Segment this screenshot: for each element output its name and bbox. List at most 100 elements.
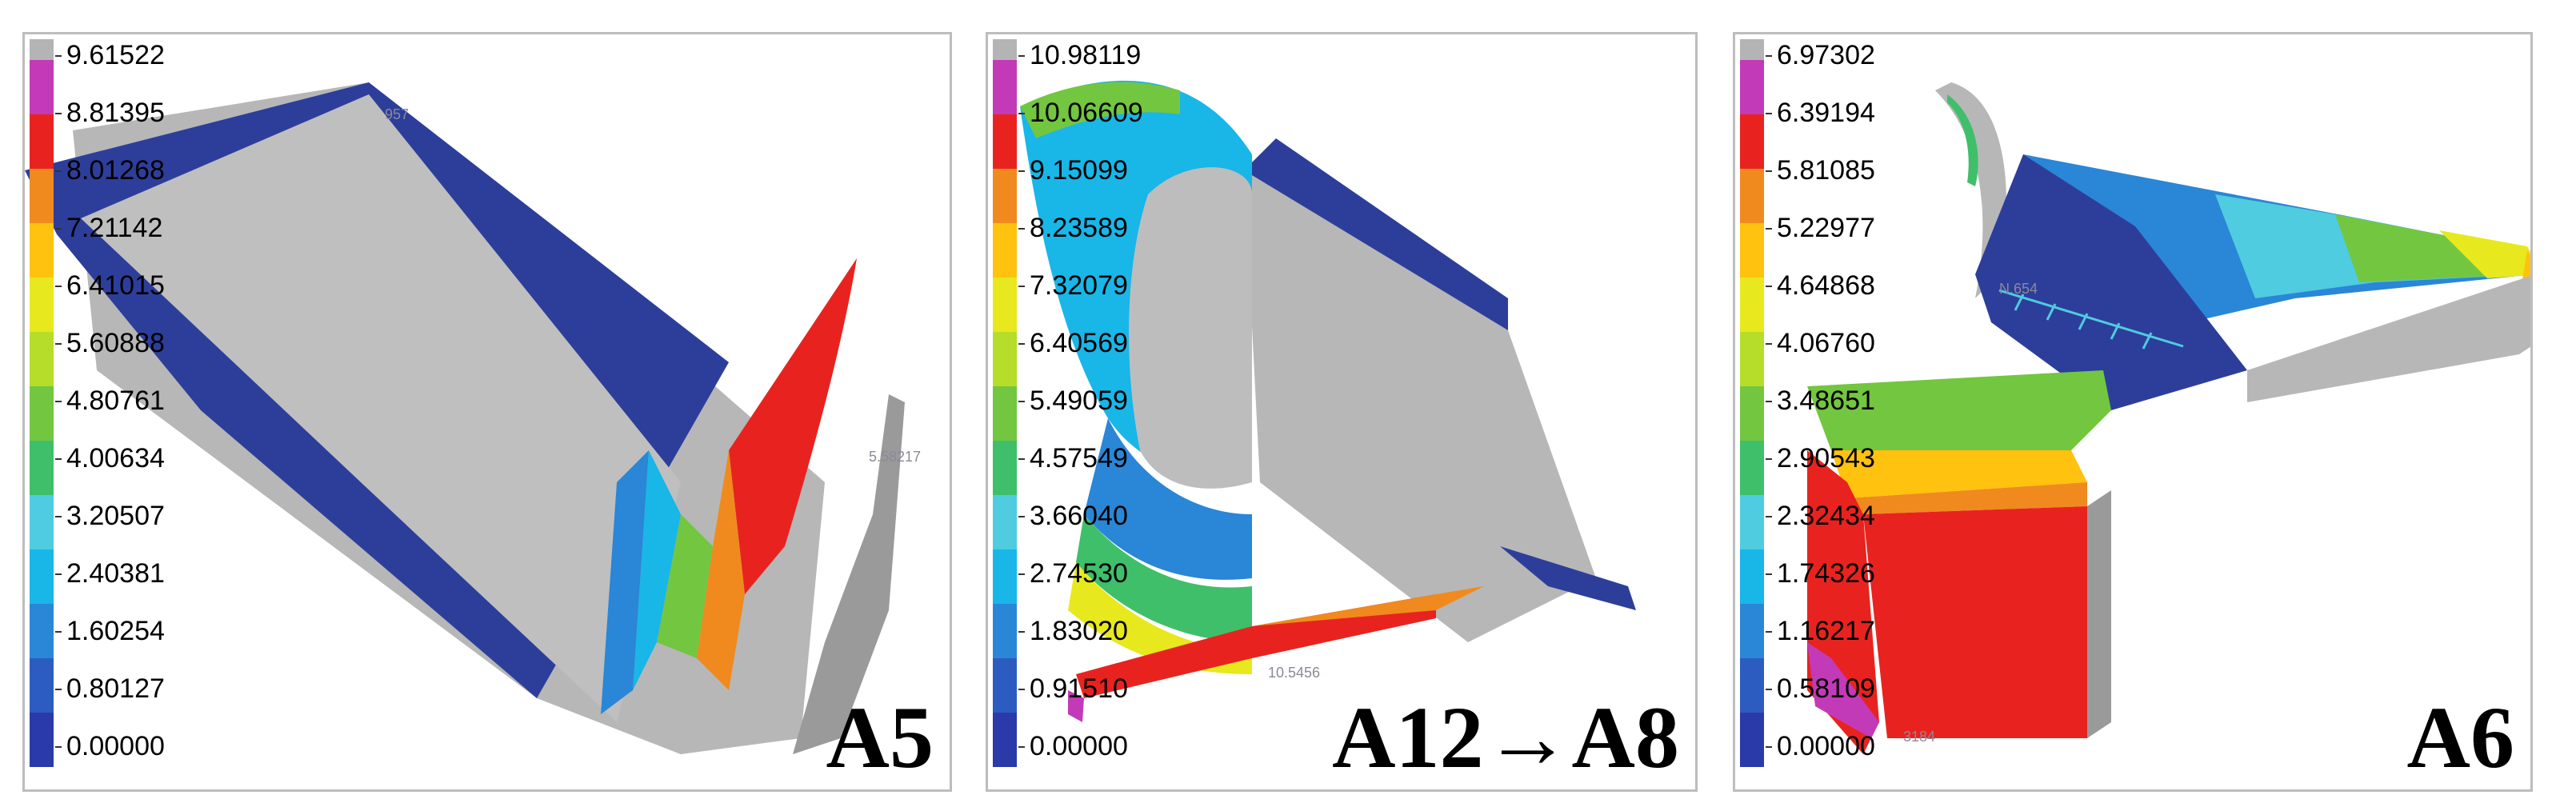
legend-color-band xyxy=(993,169,1017,223)
legend-color-band xyxy=(1740,713,1764,767)
flange-red xyxy=(729,258,857,594)
legend-tick xyxy=(1018,631,1025,633)
legend-color-band xyxy=(1740,60,1764,114)
legend-tick xyxy=(1018,401,1025,402)
legend-tick xyxy=(1018,228,1025,230)
shell-green-lower xyxy=(1076,514,1252,642)
left-green xyxy=(1807,370,2111,450)
legend-value: 1.74326 xyxy=(1777,558,1875,589)
legend-color-band xyxy=(993,114,1017,169)
legend-tick xyxy=(1018,55,1025,57)
gray-flange xyxy=(2247,276,2530,402)
legend-value: 5.81085 xyxy=(1777,155,1875,186)
legend-value: 6.97302 xyxy=(1777,40,1875,70)
legend-color-band xyxy=(30,386,54,441)
flange-orange xyxy=(697,450,745,690)
legend-tick xyxy=(1766,55,1772,57)
legend-tick xyxy=(55,401,62,402)
deformation-plot-a6 xyxy=(1807,82,2530,754)
case-label: A5 xyxy=(826,689,934,786)
legend-color-band xyxy=(30,495,54,549)
legend-color-band xyxy=(30,441,54,495)
legend-tick xyxy=(1766,113,1772,114)
legend-color-band xyxy=(993,658,1017,713)
legend-value: 9.61522 xyxy=(66,40,165,70)
flange-blue xyxy=(601,450,649,714)
legend-tick xyxy=(55,458,62,460)
legend-color-band xyxy=(1740,114,1764,169)
legend-color-band xyxy=(1740,658,1764,713)
legend-value: 2.40381 xyxy=(66,558,165,589)
orange-edge xyxy=(1252,586,1484,626)
left-yellow xyxy=(1831,450,2087,498)
legend-bar xyxy=(30,39,54,767)
legend-tick xyxy=(1766,746,1772,748)
legend-value: 6.41015 xyxy=(66,270,165,301)
legend-value: 3.20507 xyxy=(66,501,165,531)
legend-tick xyxy=(1018,286,1025,287)
probe-label-right: 5.58217 xyxy=(869,449,922,465)
deformation-plot-a12-a8 xyxy=(1020,80,1636,722)
legend-color-band xyxy=(1740,495,1764,549)
legend-tick xyxy=(1018,573,1025,575)
legend-value: 5.60888 xyxy=(66,328,165,358)
case-label: A12→A8 xyxy=(1332,689,1679,786)
legend-tick xyxy=(1766,286,1772,287)
legend-value: 4.80761 xyxy=(66,386,165,416)
color-legend-a12-a8: 10.98119 10.06609 9.15099 8.23589 7.3207… xyxy=(993,39,1143,789)
legend-tick xyxy=(1018,689,1025,690)
legend-value: 3.66040 xyxy=(1030,501,1128,531)
legend-color-band xyxy=(30,60,54,114)
legend-color-band xyxy=(993,604,1017,658)
legend-color-band xyxy=(993,332,1017,386)
legend-tick xyxy=(55,170,62,172)
constraint-arrows xyxy=(1998,289,2184,350)
red-edge xyxy=(1076,594,1436,698)
blue-strip-bottom xyxy=(1500,546,1636,610)
legend-color-band xyxy=(1740,604,1764,658)
legend-value: 8.23589 xyxy=(1030,213,1128,243)
legend-tick xyxy=(1018,458,1025,460)
legend-color-band xyxy=(1740,441,1764,495)
gray-edge xyxy=(793,394,905,754)
legend-color-band xyxy=(30,169,54,223)
legend-tick xyxy=(1766,516,1772,517)
color-legend-a6: 6.97302 6.39194 5.81085 5.22977 4.64868 … xyxy=(1740,39,1875,789)
legend-tick xyxy=(55,113,62,114)
legend-tick xyxy=(1018,746,1025,748)
legend-color-band xyxy=(30,278,54,332)
legend-value: 10.98119 xyxy=(1030,40,1142,70)
shell-blue xyxy=(1084,418,1252,580)
legend-color-band xyxy=(30,658,54,713)
legend-color-band xyxy=(30,114,54,169)
probe-label-top: 957 xyxy=(385,106,410,122)
left-orange xyxy=(1847,482,2087,514)
legend-value: 8.81395 xyxy=(66,98,165,128)
legend-color-band xyxy=(30,332,54,386)
gray-core xyxy=(1129,167,1252,489)
legend-value: 1.60254 xyxy=(66,616,165,646)
legend-color-band xyxy=(993,278,1017,332)
legend-value: 0.58109 xyxy=(1777,673,1875,704)
legend-value: 4.06760 xyxy=(1777,328,1875,358)
legend-tick xyxy=(1018,170,1025,172)
color-legend-a5: 9.61522 8.81395 8.01268 7.21142 6.41015 … xyxy=(30,39,165,789)
result-panel-a5: 957 5.58217 9.61522 8.81395 8.01268 7.21… xyxy=(22,32,952,792)
legend-color-band xyxy=(30,549,54,604)
legend-color-band xyxy=(993,60,1017,114)
legend-tick xyxy=(1766,573,1772,575)
legend-bar xyxy=(993,39,1017,767)
legend-value: 1.16217 xyxy=(1777,616,1875,646)
left-magenta xyxy=(1807,642,1879,738)
legend-color-band xyxy=(993,441,1017,495)
legend-value: 0.91510 xyxy=(1030,673,1128,704)
legend-value: 6.40569 xyxy=(1030,328,1128,358)
legend-value: 0.00000 xyxy=(1030,731,1128,761)
legend-value: 10.06609 xyxy=(1030,98,1143,128)
legend-value: 0.00000 xyxy=(1777,731,1875,761)
legend-value: 7.32079 xyxy=(1030,270,1128,301)
deformation-plot-a5 xyxy=(25,82,905,754)
legend-tick xyxy=(55,228,62,230)
arm-yellow xyxy=(2439,230,2530,278)
legend-tick xyxy=(55,286,62,287)
